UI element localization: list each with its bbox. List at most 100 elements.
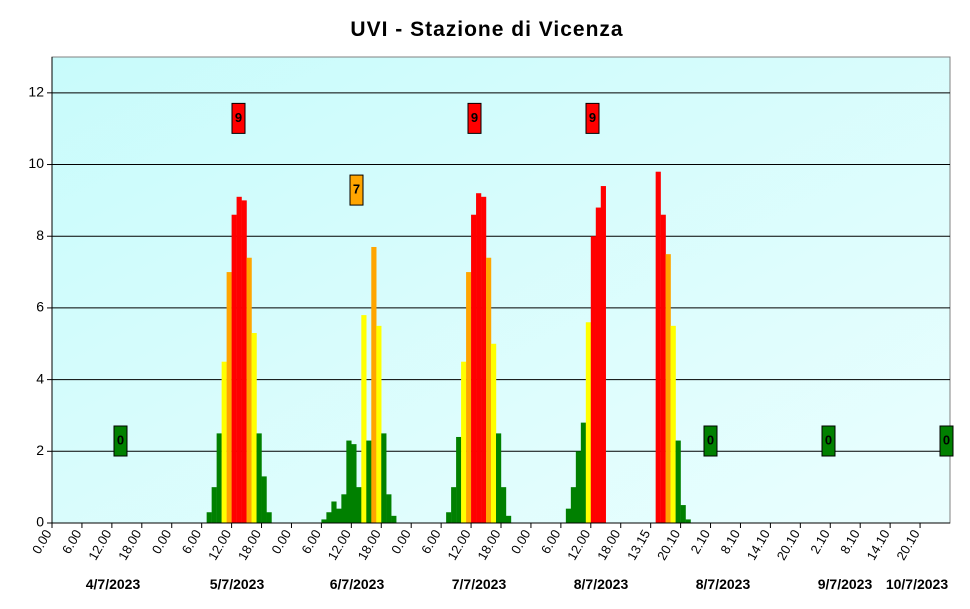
bar: [575, 451, 582, 523]
max-label: 9: [235, 110, 242, 125]
bar: [256, 433, 262, 523]
x-tick-label: 20.10: [654, 527, 683, 563]
bar: [466, 272, 472, 523]
x-tick-label: 2.10: [807, 527, 833, 556]
bar: [351, 444, 357, 523]
x-tick-label: 6.00: [538, 527, 564, 556]
date-label: 4/7/2023: [86, 576, 141, 592]
bar: [680, 505, 686, 523]
bar: [321, 519, 327, 523]
bar: [261, 476, 267, 523]
x-tick-label: 0.00: [268, 527, 294, 556]
bar: [346, 440, 352, 523]
date-label: 8/7/2023: [574, 576, 629, 592]
max-box: [231, 102, 246, 134]
bar: [451, 487, 457, 523]
bar: [565, 508, 572, 523]
bar: [456, 436, 462, 523]
x-tick-label: 12.00: [85, 527, 114, 563]
bar: [655, 171, 661, 523]
x-tick-label: 14.10: [744, 527, 773, 563]
bar: [251, 333, 257, 523]
x-tick-label: 8.10: [717, 527, 743, 556]
bar: [471, 214, 477, 523]
bar: [446, 512, 452, 523]
y-tick-label: 12: [28, 84, 44, 100]
x-tick-label: 12.00: [325, 527, 354, 563]
x-tick-label: 0.00: [149, 527, 175, 556]
max-box: [467, 102, 482, 134]
bar: [246, 257, 252, 523]
bar: [231, 214, 237, 523]
date-label: 10/7/2023: [886, 576, 948, 592]
bar: [226, 272, 232, 523]
bar: [386, 494, 392, 523]
x-tick-label: 0.00: [508, 527, 534, 556]
bar: [580, 422, 587, 523]
max-label: 0: [707, 432, 714, 447]
bar: [491, 343, 497, 523]
bar: [585, 322, 591, 523]
date-label: 6/7/2023: [330, 576, 385, 592]
x-tick-label: 18.00: [235, 527, 264, 563]
x-tick-label: 6.00: [59, 527, 85, 556]
max-box: [113, 425, 128, 457]
bar: [505, 515, 512, 523]
bar: [481, 196, 487, 524]
date-label: 5/7/2023: [210, 576, 265, 592]
bar: [366, 440, 372, 523]
date-label: 7/7/2023: [452, 576, 507, 592]
bar: [660, 214, 666, 523]
bar: [600, 186, 606, 524]
x-tick-label: 6.00: [298, 527, 324, 556]
bar: [496, 433, 502, 523]
x-tick-label: 20.10: [893, 527, 922, 563]
bar: [221, 361, 227, 523]
bar: [336, 508, 342, 523]
max-box: [703, 425, 718, 457]
x-tick-label: 0.00: [388, 527, 414, 556]
max-label: 9: [589, 110, 596, 125]
bar: [236, 196, 242, 524]
x-tick-label: 13.15: [624, 527, 653, 563]
max-box: [349, 174, 364, 206]
bar: [391, 515, 397, 523]
max-label: 0: [117, 432, 124, 447]
x-tick-label: 2.10: [687, 527, 713, 556]
bar: [216, 433, 222, 523]
bar: [590, 236, 596, 523]
x-tick-label: 18.00: [115, 527, 144, 563]
y-tick-label: 10: [28, 155, 44, 171]
max-label: 9: [471, 110, 478, 125]
bar: [341, 494, 347, 523]
bar: [476, 193, 482, 523]
y-tick-label: 0: [36, 514, 44, 530]
bar: [501, 487, 507, 523]
y-tick-label: 2: [36, 442, 44, 458]
bar: [331, 501, 337, 523]
bar: [211, 487, 217, 523]
x-tick-label: 18.00: [594, 527, 623, 563]
x-tick-label: 8.10: [837, 527, 863, 556]
x-tick-label: 14.10: [863, 527, 892, 563]
x-tick-label: 18.00: [474, 527, 503, 563]
max-box: [585, 102, 600, 134]
x-tick-label: 12.00: [564, 527, 593, 563]
x-tick-label: 12.00: [444, 527, 473, 563]
bar: [675, 440, 681, 523]
y-tick-label: 4: [36, 370, 44, 386]
x-tick-label: 0.00: [29, 527, 55, 556]
date-label: 8/7/2023: [696, 576, 751, 592]
x-tick-label: 6.00: [179, 527, 205, 556]
bar: [595, 207, 601, 524]
x-tick-label: 6.00: [418, 527, 444, 556]
bar: [241, 200, 247, 523]
max-label: 0: [943, 432, 950, 447]
bar: [670, 325, 676, 523]
bar: [381, 433, 387, 523]
bar: [361, 315, 367, 523]
date-label: 9/7/2023: [818, 576, 873, 592]
bar: [376, 325, 382, 523]
x-tick-label: 20.10: [774, 527, 803, 563]
bar: [206, 512, 212, 523]
